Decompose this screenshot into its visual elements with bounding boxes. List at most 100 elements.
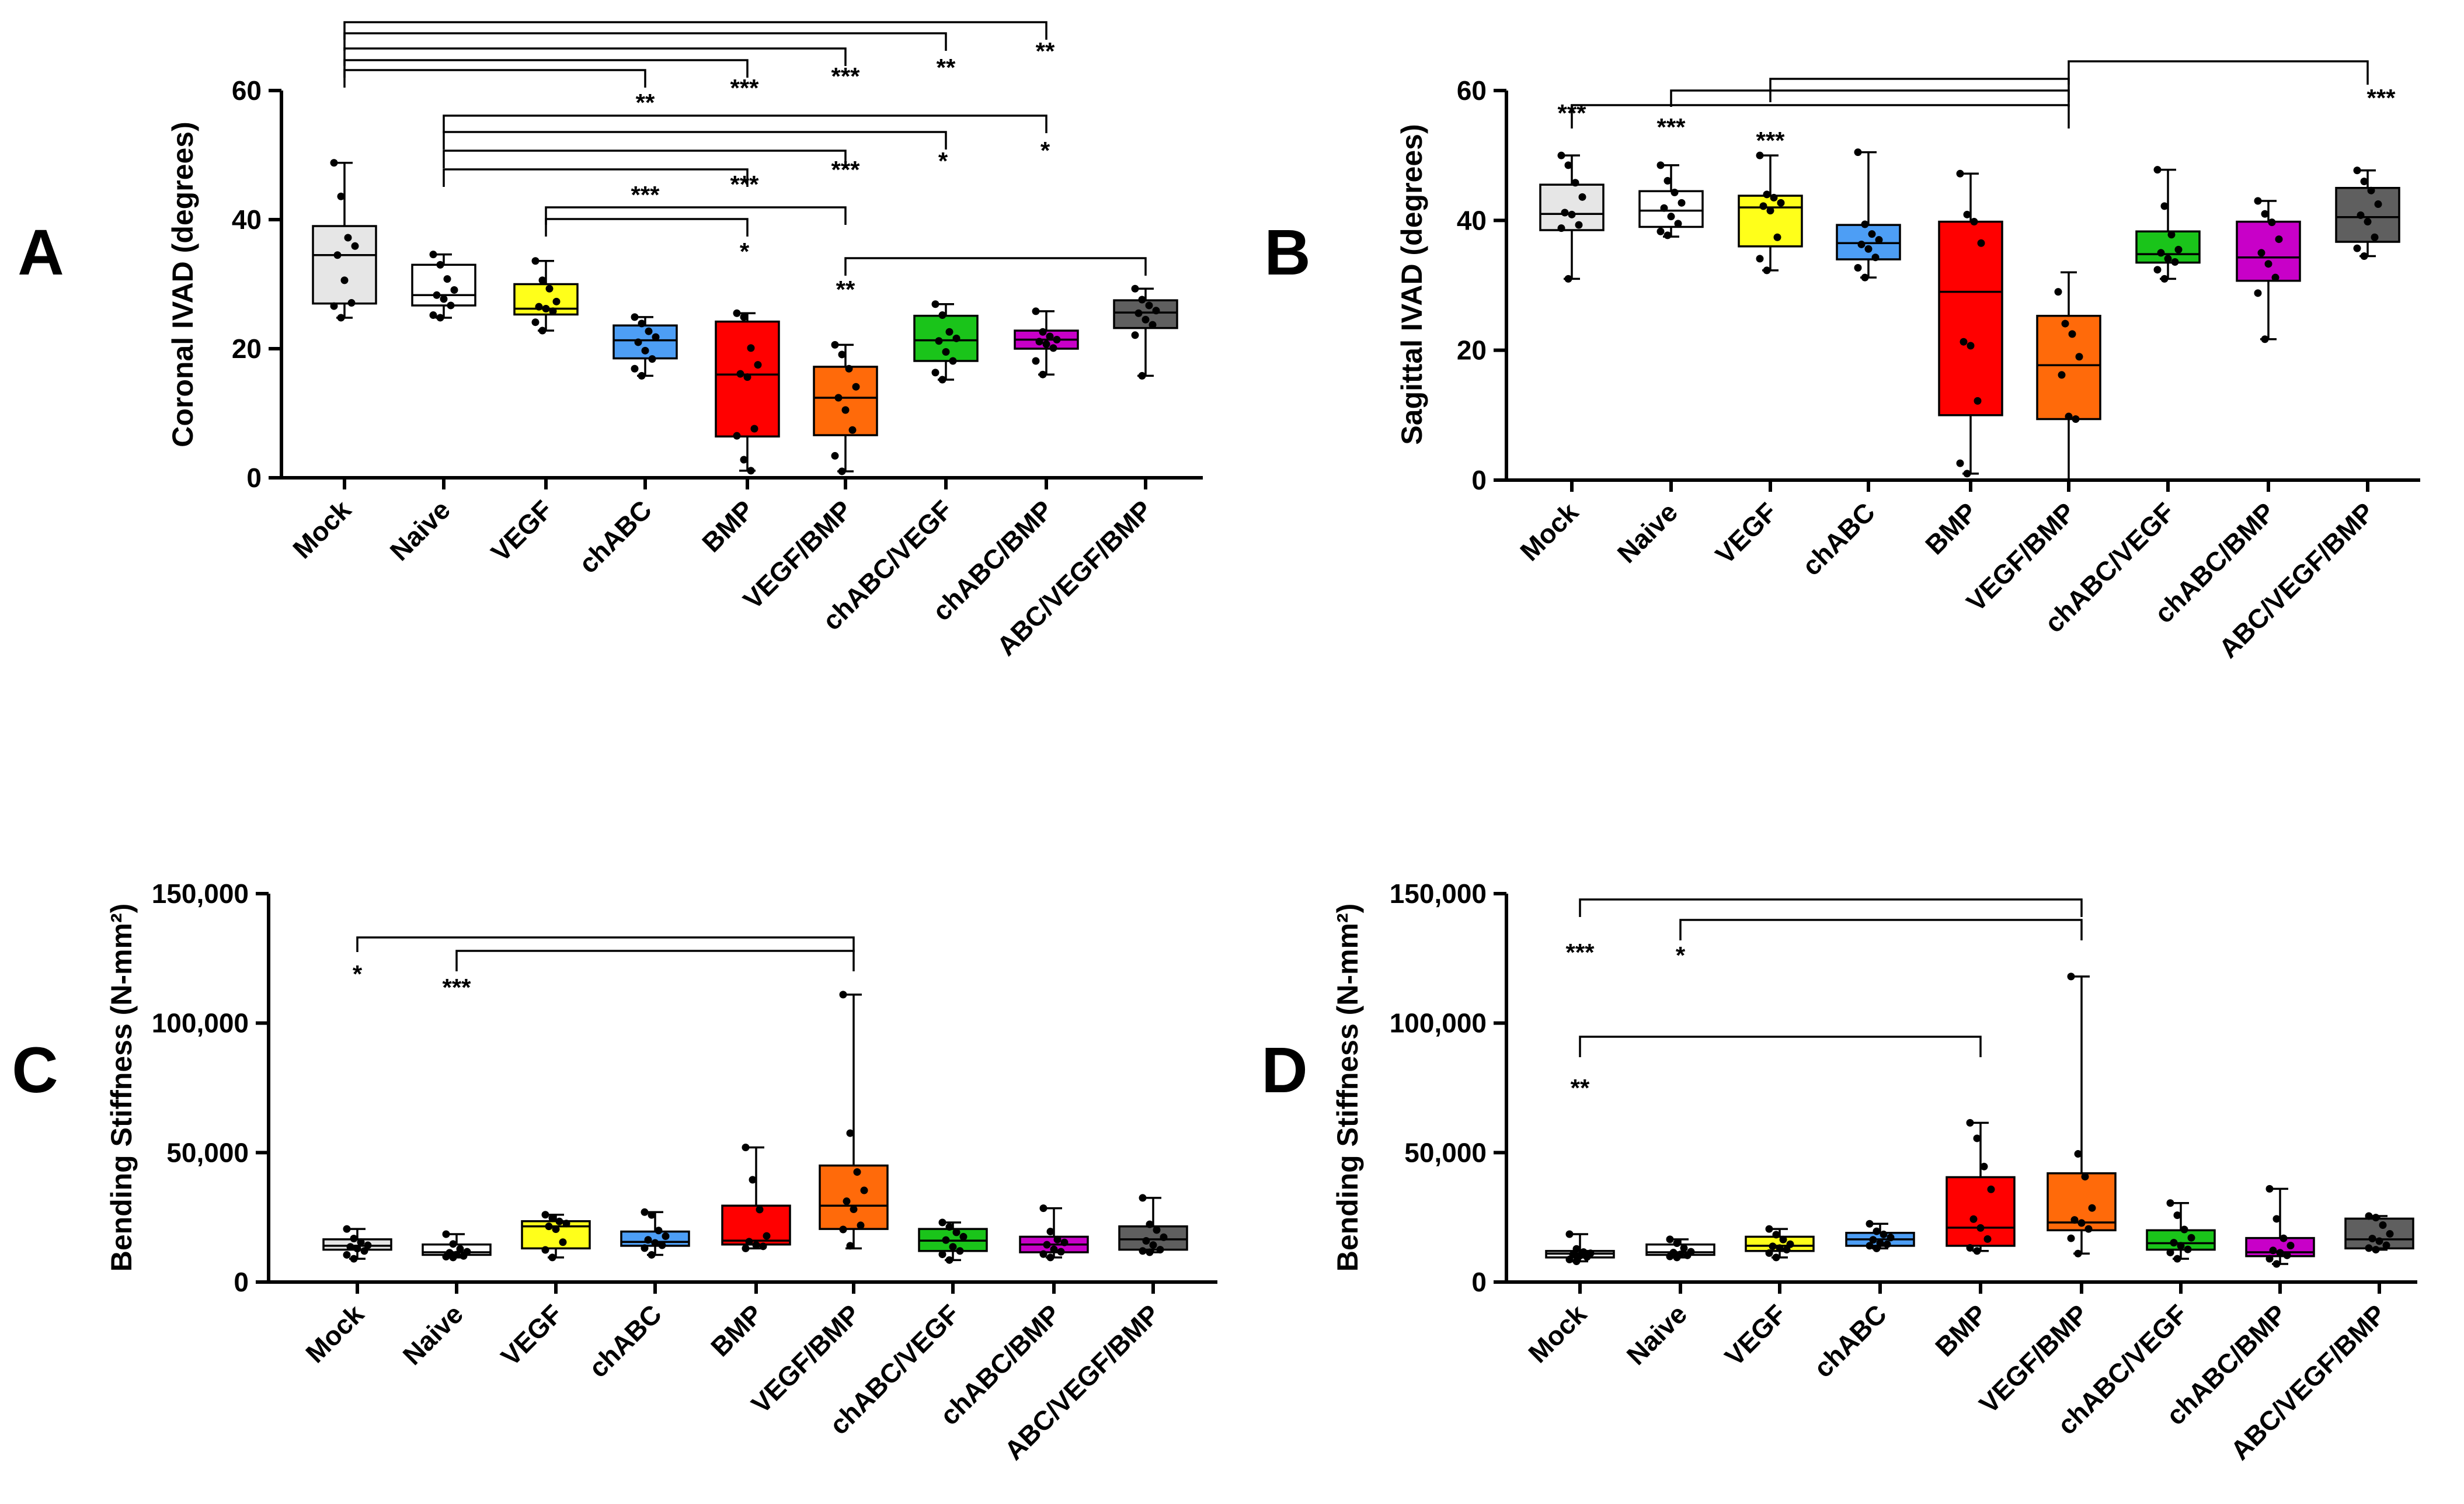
data-point <box>1053 336 1061 344</box>
data-point <box>2070 1216 2079 1224</box>
data-point <box>945 1256 953 1264</box>
data-point <box>2088 1204 2096 1212</box>
panel-b-significance-bracket: *** <box>1756 78 2070 154</box>
panel-d-y-tick-label: 150,000 <box>1390 878 1487 909</box>
data-point <box>1152 307 1160 315</box>
panel-b-box-chabc-vegf <box>2135 166 2201 283</box>
panel-b-box-abc-vegf-bmp <box>2335 166 2400 260</box>
panel-d-box-chabc <box>1845 1220 1915 1252</box>
data-point <box>2173 1255 2181 1263</box>
data-point <box>749 1176 757 1184</box>
data-point <box>641 346 649 355</box>
data-point <box>2372 1246 2380 1254</box>
data-point <box>634 338 642 346</box>
bracket-line <box>343 59 749 78</box>
data-point <box>535 303 543 311</box>
data-point <box>1976 1224 1985 1232</box>
data-point <box>1977 239 1985 247</box>
data-point <box>2077 1219 2086 1227</box>
panel-a-y-label: Coronal IVAD (degrees) <box>166 121 199 447</box>
data-point <box>1145 301 1153 310</box>
panel-c-box-naive <box>422 1230 492 1262</box>
panel-a-box-mock <box>312 159 377 322</box>
data-point <box>1039 1250 1047 1258</box>
data-point <box>1578 193 1586 201</box>
data-point <box>1670 189 1679 197</box>
data-point <box>1572 1258 1581 1266</box>
data-point <box>942 348 950 356</box>
data-point <box>1960 338 1968 346</box>
data-point <box>1060 1238 1069 1246</box>
data-point <box>343 1225 351 1233</box>
data-point <box>456 1245 464 1253</box>
data-point <box>2074 1249 2082 1258</box>
data-point <box>2386 1230 2394 1238</box>
data-point <box>651 1239 659 1247</box>
data-point <box>1783 1246 1791 1254</box>
significance-label: ** <box>636 89 655 116</box>
data-point <box>545 284 554 293</box>
data-point <box>1868 230 1876 238</box>
data-point <box>542 304 550 312</box>
data-point <box>949 1243 957 1251</box>
data-point <box>1866 1220 1874 1228</box>
data-point <box>655 1227 663 1235</box>
box-iqr <box>521 1220 591 1250</box>
panel-b-box-chabc <box>1836 148 1901 282</box>
panel-d-y-tick-label: 100,000 <box>1390 1008 1487 1038</box>
panel-d-box-vegf-bmp <box>2047 972 2117 1258</box>
data-point <box>1974 397 1982 405</box>
data-point <box>850 1205 858 1213</box>
panel-c-y-tick-label: 50,000 <box>166 1137 249 1168</box>
data-point <box>340 276 349 284</box>
data-point <box>1967 342 1975 350</box>
significance-label: ** <box>937 54 956 81</box>
panel-b-x-tick-label: Mock <box>1514 496 1584 567</box>
data-point <box>935 337 943 345</box>
data-point <box>545 1222 553 1231</box>
data-point <box>347 299 356 307</box>
data-point <box>337 192 345 200</box>
data-point <box>1857 240 1866 248</box>
data-point <box>644 1236 652 1244</box>
panel-d-box-vegf <box>1745 1225 1815 1262</box>
data-point <box>752 1241 760 1249</box>
panel-a-significance-bracket: *** <box>343 47 860 90</box>
significance-label: ** <box>836 276 855 303</box>
data-point <box>2353 166 2361 175</box>
data-point <box>460 1252 468 1260</box>
panel-c-x-tick-label: BMP <box>705 1298 768 1362</box>
panel-c-x-tick-label: Naive <box>397 1298 469 1371</box>
panel-c-y-tick-label: 0 <box>234 1267 249 1297</box>
data-point <box>745 1238 753 1246</box>
data-point <box>429 311 437 319</box>
significance-label: *** <box>730 74 759 102</box>
data-point <box>949 357 957 365</box>
data-point <box>555 1217 563 1225</box>
data-point <box>938 311 946 319</box>
data-point <box>2174 245 2183 253</box>
data-point <box>541 1211 549 1219</box>
panel-b-significance-bracket: *** <box>1557 99 2070 128</box>
data-point <box>1956 169 1964 178</box>
panel-b-x-tick-label: VEGF <box>1710 496 1783 569</box>
data-point <box>1571 179 1579 187</box>
data-point <box>2261 210 2269 218</box>
data-point <box>1667 213 1675 221</box>
panel-d-y-tick-label: 50,000 <box>1404 1137 1487 1168</box>
data-point <box>645 327 653 335</box>
panel-a-box-vegf-bmp <box>813 341 878 475</box>
panel-a-box-chabc <box>612 313 678 380</box>
data-point <box>1963 470 1971 478</box>
data-point <box>2286 1241 2295 1249</box>
box-iqr <box>819 1164 889 1230</box>
panel-a-box-naive <box>411 251 476 322</box>
panel-c-x-tick-label: VEGF <box>495 1298 568 1371</box>
data-point <box>440 295 448 303</box>
data-point <box>1674 220 1682 228</box>
data-point <box>1673 1253 1681 1262</box>
panel-d-x-tick-label: chABC <box>1808 1298 1892 1383</box>
data-point <box>759 1242 767 1251</box>
data-point <box>1966 1244 1974 1252</box>
